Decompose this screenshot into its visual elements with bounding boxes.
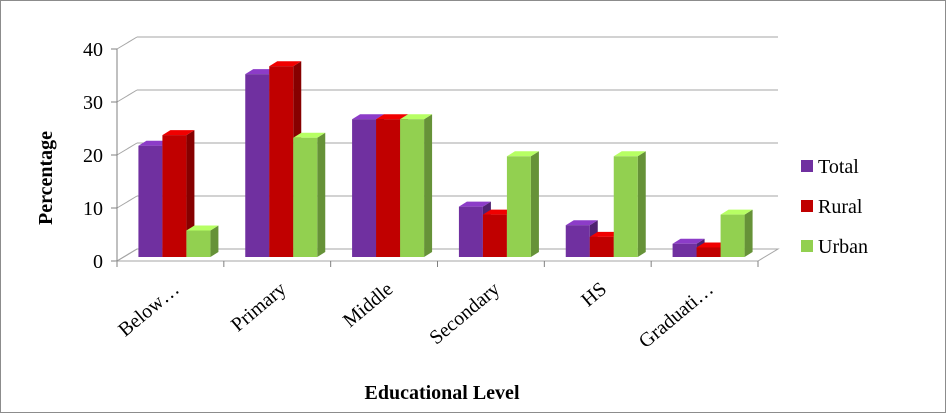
bar-front bbox=[506, 156, 531, 257]
bar-urban bbox=[186, 225, 219, 257]
y-tick-label: 10 bbox=[83, 198, 103, 220]
bar-front bbox=[293, 137, 318, 257]
bar-top bbox=[352, 114, 385, 120]
x-tick-label: Graduati… bbox=[635, 278, 718, 353]
x-tick-label: Primary bbox=[227, 278, 291, 336]
bar-top bbox=[506, 151, 539, 157]
bar-top bbox=[613, 151, 646, 157]
legend-item-urban: Urban bbox=[801, 236, 868, 258]
bar-front bbox=[245, 74, 270, 258]
bar-side bbox=[637, 151, 646, 257]
gridline-slant bbox=[116, 195, 138, 209]
bar-urban bbox=[293, 132, 326, 257]
x-tick-label: Below… bbox=[114, 278, 183, 341]
bar-top bbox=[293, 132, 326, 138]
bar-top bbox=[400, 114, 433, 120]
bar-front bbox=[186, 230, 211, 257]
gridline-slant bbox=[116, 89, 138, 103]
bar-top bbox=[186, 225, 219, 231]
bar-top bbox=[376, 114, 409, 120]
legend-swatch bbox=[801, 240, 813, 252]
bar-side bbox=[186, 130, 195, 257]
legend-label: Urban bbox=[818, 236, 868, 258]
gridline-slant bbox=[116, 36, 138, 50]
bar-front bbox=[376, 119, 401, 257]
y-tick-label: 20 bbox=[83, 145, 103, 167]
bar-front bbox=[565, 225, 590, 257]
bar-top bbox=[269, 61, 302, 67]
legend-swatch bbox=[801, 160, 813, 172]
bar-urban bbox=[613, 151, 646, 257]
bar-front bbox=[352, 119, 377, 257]
bar-side bbox=[210, 225, 219, 257]
bar-front bbox=[269, 66, 294, 257]
bar-top bbox=[672, 238, 705, 244]
x-tick-label: Secondary bbox=[425, 278, 504, 349]
bars bbox=[138, 61, 753, 258]
bar-front bbox=[400, 119, 425, 257]
bar-side bbox=[530, 151, 539, 257]
bar-front bbox=[589, 236, 614, 257]
bar-top bbox=[720, 209, 753, 215]
bar-urban bbox=[506, 151, 539, 257]
bar-front bbox=[458, 206, 483, 257]
bar-front bbox=[720, 214, 745, 257]
axes bbox=[111, 48, 780, 267]
x-tick-label: HS bbox=[577, 278, 611, 311]
bar-top bbox=[458, 201, 491, 207]
y-tick-label: 30 bbox=[83, 92, 103, 114]
legend-label: Total bbox=[818, 156, 859, 178]
bar-urban bbox=[400, 114, 433, 257]
bar-side bbox=[424, 114, 433, 257]
bar-front bbox=[613, 156, 638, 257]
bar-urban bbox=[720, 209, 753, 257]
bar-top bbox=[565, 220, 598, 226]
legend-label: Rural bbox=[818, 196, 863, 218]
legend-swatch bbox=[801, 200, 813, 212]
legend: Total Rural Urban bbox=[801, 156, 868, 258]
bar-front bbox=[696, 247, 721, 257]
x-tick-label: Middle bbox=[339, 278, 397, 332]
legend-item-rural: Rural bbox=[801, 196, 863, 218]
bar-side bbox=[744, 209, 753, 257]
gridline-slant bbox=[116, 142, 138, 156]
bar-top bbox=[162, 130, 195, 136]
bar-front bbox=[672, 243, 697, 257]
y-tick-label: 0 bbox=[93, 251, 103, 273]
y-tick-label: 40 bbox=[83, 39, 103, 61]
bar-front bbox=[162, 135, 187, 257]
bar-rural bbox=[162, 130, 195, 257]
y-axis-title: Percentage bbox=[35, 131, 57, 225]
legend-item-total: Total bbox=[801, 156, 859, 178]
x-axis-title: Educational Level bbox=[364, 382, 519, 404]
bar-side bbox=[317, 132, 326, 257]
bar-front bbox=[482, 214, 507, 257]
bar-front bbox=[138, 145, 163, 257]
